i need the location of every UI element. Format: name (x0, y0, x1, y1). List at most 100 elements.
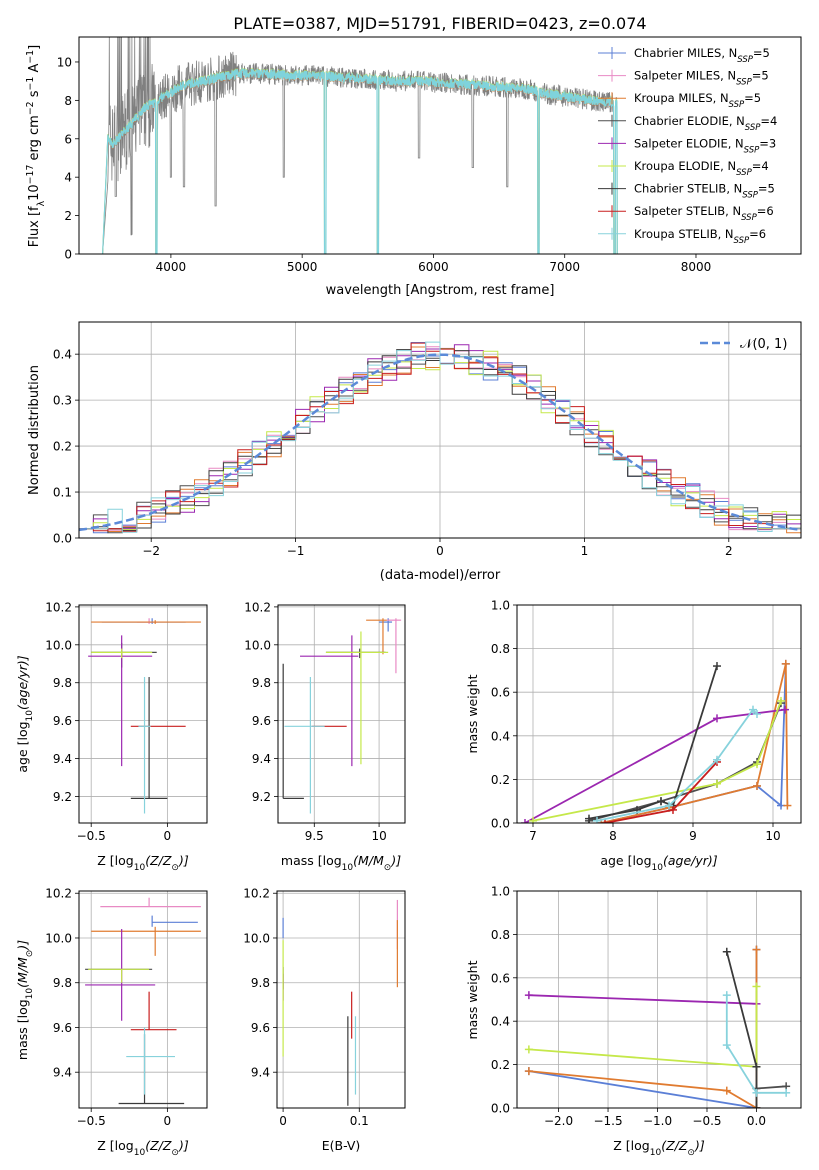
legend-label-7: Salpeter STELIB, NSSP=6 (634, 204, 774, 223)
x-axis-label-part: age [log (600, 853, 651, 868)
legend-label-6: Chabrier STELIB, NSSP=5 (634, 182, 775, 201)
axes-age_vs_mass: 9.5 10 9.2 9.4 9.6 9.8 10.0 10.2 (244, 600, 406, 843)
y-axis-label: mass weight (465, 674, 480, 753)
y-axis-label-part: erg cm (27, 115, 42, 164)
plot-area (282, 899, 398, 1106)
y-axis-label-part: s (27, 90, 42, 101)
series-line-3 (524, 708, 786, 823)
x-axis-label-part: )] (178, 853, 189, 868)
y-tick-label: 9.2 (252, 790, 271, 804)
legend-label-name: Salpeter MILES, N (634, 69, 736, 83)
legend-label-3: Chabrier ELODIE, NSSP=4 (634, 114, 777, 133)
gaussian-curve (79, 353, 799, 532)
x-axis-label-part: )] (390, 853, 401, 868)
x-tick-label: 0.1 (350, 1114, 369, 1128)
x-axis-label: E(B-V) (322, 1138, 361, 1153)
y-axis-label-part: 10 (25, 988, 35, 1000)
axes-frame (516, 890, 802, 1109)
plot-area (282, 618, 402, 814)
x-tick-label: −1.5 (593, 1114, 622, 1128)
y-tick-label: 4 (64, 171, 72, 185)
y-tick-label: 0.8 (491, 928, 510, 942)
y-tick-label: 10.0 (244, 638, 271, 652)
y-tick-label: 10.2 (45, 887, 72, 901)
x-axis-label-part: ⊙ (687, 1148, 695, 1158)
y-axis-label-part: −17 (25, 165, 36, 185)
legend-label-5: Kroupa ELODIE, NSSP=4 (634, 159, 769, 178)
plot-area (102, 37, 618, 254)
spectrum-model-line-kroupa-stelib (102, 67, 618, 254)
x-axis-label-part: (Z/Z (661, 1138, 688, 1153)
y-tick-label: 9.6 (252, 714, 271, 728)
legend-label-n: =5 (752, 69, 769, 83)
x-axis-label-part: Z [log (97, 853, 133, 868)
plot-area (521, 659, 792, 823)
axes-spectrum: 4000 5000 6000 7000 8000 0 2 4 6 8 10 (57, 36, 802, 274)
y-tick-label: 10 (57, 55, 72, 69)
y-tick-label: 9.4 (53, 1066, 72, 1080)
y-tick-label: 9.6 (251, 1021, 270, 1035)
x-axis-label-part: Z [log (97, 1138, 133, 1153)
y-tick-label: 9.8 (53, 676, 72, 690)
x-tick-label: 5000 (287, 260, 318, 274)
legend-label-sub: SSP (742, 191, 758, 201)
x-tick-label: 2 (725, 544, 733, 558)
legend-label-sub: SSP (734, 236, 750, 246)
y-axis-label-part: ] (27, 45, 42, 50)
y-tick-label: 9.4 (251, 1066, 270, 1080)
y-tick-label: 0.6 (491, 686, 510, 700)
y-axis-label-part: age [log (15, 721, 30, 772)
axes-age_vs_Z: −0.5 0 9.2 9.4 9.6 9.8 10.0 10.2 (45, 600, 208, 843)
plot-area (85, 897, 201, 1105)
series-line-5 (588, 665, 718, 820)
legend-label-sub: SSP (745, 123, 761, 133)
x-tick-label: 10 (765, 829, 780, 843)
x-tick-label: 9 (689, 829, 697, 843)
x-axis-label-part: (Z/Z (145, 853, 172, 868)
y-tick-label: 1.0 (491, 599, 510, 613)
y-axis-label-part: Flux [f (27, 206, 42, 247)
legend-label-n: =5 (744, 91, 761, 105)
x-tick-label: 0 (436, 544, 444, 558)
x-axis-label: Z [log10(Z/Z⊙)] (97, 1138, 189, 1158)
y-tick-label: 10.0 (45, 931, 72, 945)
axes-frame (78, 36, 802, 255)
y-tick-label: 9.2 (53, 790, 72, 804)
y-tick-label: 0.4 (491, 729, 510, 743)
spectrum-data-line (102, 37, 618, 254)
axes-frame (78, 604, 208, 824)
y-axis-label-part: mass [log (15, 999, 30, 1060)
legend-label-2: Kroupa MILES, NSSP=5 (634, 91, 761, 110)
legend-label-n: =5 (753, 46, 770, 60)
legend-label-8: Kroupa STELIB, NSSP=6 (634, 227, 766, 246)
legend-label-name: Kroupa STELIB, N (634, 227, 734, 241)
legend-label-n: =4 (752, 159, 769, 173)
y-tick-label: 10.2 (45, 600, 72, 614)
y-axis-label-part: A (27, 64, 42, 77)
x-axis-label-part: ⊙ (171, 1148, 179, 1158)
series-line-1 (528, 949, 758, 1108)
x-axis-label: Z [log10(Z/Z⊙)] (97, 853, 189, 873)
legend-label-name: Kroupa MILES, N (634, 91, 729, 105)
y-tick-label: 2 (64, 209, 72, 223)
series-line-2 (756, 1085, 787, 1090)
series-line-3 (528, 994, 757, 1005)
y-axis-label-part: 10 (27, 184, 42, 201)
y-axis-label: mass weight (465, 960, 480, 1039)
y-tick-label: 9.6 (53, 714, 72, 728)
legend-label-sub: SSP (736, 168, 752, 178)
y-tick-label: 6 (64, 132, 72, 146)
y-tick-label: 0.1 (53, 486, 72, 500)
axes-frame (78, 890, 208, 1109)
series-line-6 (725, 995, 787, 1094)
y-tick-label: 0.4 (53, 348, 72, 362)
x-tick-label: 10 (371, 829, 386, 843)
x-tick-label: 8 (609, 829, 617, 843)
x-tick-label: 7 (529, 829, 537, 843)
x-axis-label-part: ⊙ (384, 863, 392, 873)
y-tick-label: 0.6 (491, 971, 510, 985)
x-tick-label: 0 (164, 829, 172, 843)
legend-label-sub: SSP (741, 213, 757, 223)
y-tick-label: 9.4 (53, 752, 72, 766)
legend-label-n: =6 (757, 204, 774, 218)
